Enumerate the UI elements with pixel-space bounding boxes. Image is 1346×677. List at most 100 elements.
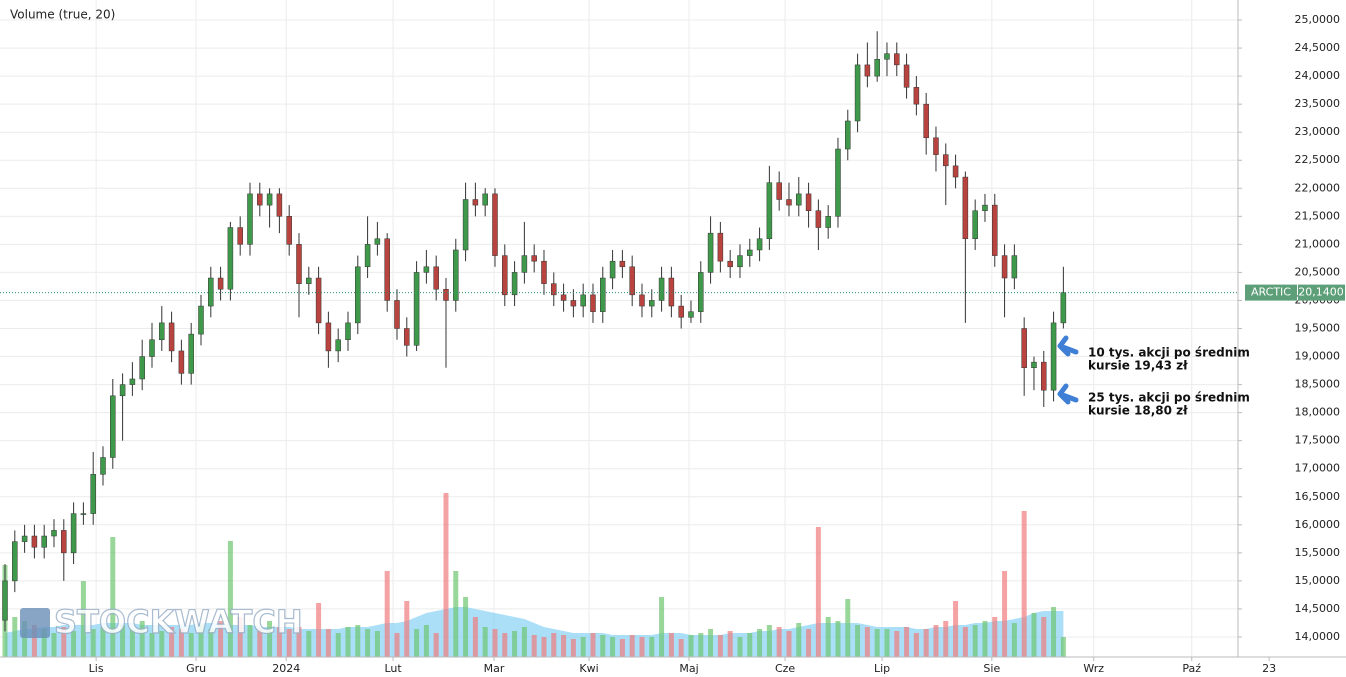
volume-bar — [737, 637, 743, 657]
y-tick-label: 23,0000 — [1295, 125, 1341, 138]
candle-body — [766, 182, 773, 240]
volume-bar — [649, 637, 655, 657]
volume-bar — [404, 601, 410, 657]
candle-body — [139, 356, 145, 380]
volume-bar — [453, 571, 459, 657]
y-tick-label: 14,0000 — [1295, 630, 1341, 643]
volume-bar — [698, 633, 704, 657]
volume-bar — [22, 621, 28, 657]
volume-bar — [296, 627, 302, 657]
volume-bar — [110, 537, 116, 657]
volume-bar — [884, 629, 890, 657]
candle-body — [257, 193, 263, 206]
volume-bar — [992, 617, 998, 657]
volume-bar — [61, 627, 67, 657]
y-tick-label: 15,0000 — [1295, 574, 1341, 587]
volume-bar — [580, 637, 586, 657]
candle-body — [110, 395, 116, 458]
candle-body — [511, 272, 518, 296]
x-tick-label: Mar — [484, 662, 505, 675]
volume-bar — [864, 627, 870, 657]
volume-bar — [139, 621, 145, 657]
candle-body — [41, 535, 47, 548]
volume-bar — [90, 629, 96, 657]
annotation-arrows — [1057, 335, 1079, 405]
candle-body — [707, 232, 714, 273]
candle-body — [972, 210, 978, 240]
volume-bar — [561, 635, 567, 657]
candle-body — [796, 193, 802, 206]
candle-body — [609, 260, 616, 279]
candle-body — [51, 530, 57, 537]
y-tick-label: 18,5000 — [1295, 378, 1341, 391]
candle-body — [551, 283, 557, 296]
candle-body — [825, 216, 831, 228]
candle-body — [355, 266, 361, 324]
candle-body — [982, 204, 988, 211]
volume-bar — [169, 627, 175, 657]
candle-body — [649, 300, 655, 307]
volume-bar — [590, 633, 596, 657]
volume-bar — [227, 541, 233, 657]
volume-bar — [149, 633, 155, 657]
y-tick-label: 19,5000 — [1295, 322, 1341, 335]
volume-bar — [776, 627, 782, 657]
x-tick-label: Lis — [89, 662, 104, 675]
y-tick-label: 22,0000 — [1295, 181, 1341, 194]
candle-body — [570, 300, 577, 307]
candle-body — [776, 182, 782, 200]
arrow — [1057, 383, 1079, 405]
candle-body — [443, 288, 449, 301]
volume-bar — [1041, 617, 1047, 657]
y-tick-label: 22,5000 — [1295, 153, 1341, 166]
volume-bar — [71, 631, 77, 657]
volume-bar — [1002, 571, 1008, 657]
last-price-tag — [1298, 284, 1345, 301]
candle-body — [903, 64, 910, 88]
candle-body — [1031, 361, 1037, 369]
last-price-label: 20,1400 — [1298, 286, 1344, 299]
candle-body — [413, 272, 420, 346]
candle-body — [208, 277, 214, 307]
volume-bar — [12, 617, 18, 657]
volume-bar — [570, 639, 576, 657]
candle-body — [482, 193, 488, 206]
y-tick-label: 17,5000 — [1295, 434, 1341, 447]
candle-body — [913, 87, 920, 105]
candle-body — [404, 328, 410, 346]
volume-bar — [982, 621, 988, 657]
candle-body — [600, 277, 606, 312]
candle-body — [629, 266, 635, 296]
volume-bar — [688, 635, 694, 657]
volume-bar — [1060, 637, 1066, 657]
candle-body — [835, 148, 841, 217]
candle-body — [315, 277, 322, 324]
candle-body — [502, 255, 508, 296]
volume-bar — [384, 571, 390, 657]
x-tick-label: Cze — [775, 662, 795, 675]
x-tick-label: Gru — [186, 662, 206, 675]
watermark: STOCKWATCH — [54, 603, 303, 641]
candle-body — [874, 59, 880, 77]
volume-bar — [365, 629, 371, 657]
volume-bar — [796, 623, 802, 657]
candle-body — [306, 277, 312, 284]
annotation-text: kursie 19,43 zł — [1088, 359, 1188, 373]
x-tick-label: Lut — [384, 662, 402, 675]
candle-body — [129, 378, 136, 385]
volume-bar — [443, 493, 449, 657]
candle-body — [198, 305, 204, 335]
volume-bar — [482, 627, 488, 657]
candle-body — [1001, 255, 1008, 279]
candle-body — [80, 513, 87, 515]
x-tick-label: Sie — [983, 662, 1000, 675]
volume-bar — [472, 617, 478, 657]
volume-bar — [835, 621, 841, 657]
candle-body — [658, 277, 665, 301]
candle-body — [227, 227, 234, 290]
arrow — [1057, 335, 1079, 357]
candle-body — [217, 277, 224, 290]
volume-bar — [757, 629, 763, 657]
volume-bar — [815, 527, 821, 657]
candle-body — [815, 210, 822, 228]
